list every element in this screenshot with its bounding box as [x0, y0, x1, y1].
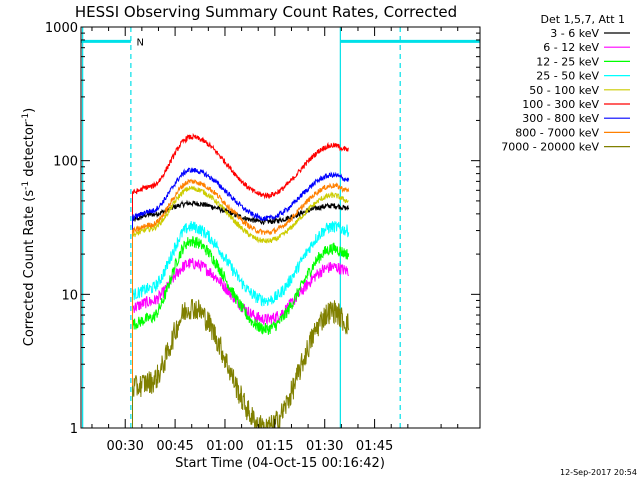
legend-label: 100 - 300 keV: [522, 98, 599, 111]
axes-layer: 1 10 100 1000 00:30 00:45 01:00 01:15 01:30 01:45: [45, 21, 480, 454]
x-tick-label: 00:30: [106, 439, 143, 454]
series-layer: [132, 132, 350, 429]
footer-timestamp: 12-Sep-2017 20:54: [560, 468, 637, 477]
y-tick-label: 1: [70, 422, 78, 437]
y-tick-label: 10: [61, 288, 78, 303]
series-line: [132, 178, 350, 428]
y-tick-label: 1000: [45, 21, 78, 36]
x-tick-label: 01:00: [206, 439, 243, 454]
x-tick-label: 01:15: [256, 439, 293, 454]
series-line: [132, 257, 349, 428]
series-line: [132, 298, 350, 429]
y-axis-label: Corrected Count Rate (s-1 detector-1): [21, 108, 37, 346]
series-line: [132, 236, 350, 428]
series-line: [132, 167, 350, 428]
legend-label: 300 - 800 keV: [522, 112, 599, 125]
plot-frame: [80, 26, 481, 429]
night-marker-label: N: [137, 37, 144, 48]
legend-label: 50 - 100 keV: [529, 84, 599, 97]
legend-label: 3 - 6 keV: [550, 27, 599, 40]
x-tick-label: 00:45: [156, 439, 193, 454]
x-axis-label: Start Time (04-Oct-15 00:16:42): [175, 456, 385, 471]
legend-label: 7000 - 20000 keV: [501, 141, 599, 154]
legend-title: Det 1,5,7, Att 1: [541, 13, 625, 26]
legend-label: 25 - 50 keV: [536, 70, 599, 83]
x-tick-label: 01:45: [356, 439, 393, 454]
legend-label: 6 - 12 keV: [543, 41, 599, 54]
series-line: [132, 132, 349, 428]
x-tick-label: 01:30: [306, 439, 343, 454]
legend-label: 12 - 25 keV: [536, 55, 599, 68]
y-tick-label: 100: [53, 155, 78, 170]
series-line: [132, 221, 350, 428]
chart-title: HESSI Observing Summary Count Rates, Cor…: [75, 3, 457, 21]
legend-label: 800 - 7000 keV: [515, 126, 599, 139]
series-line: [132, 185, 349, 428]
